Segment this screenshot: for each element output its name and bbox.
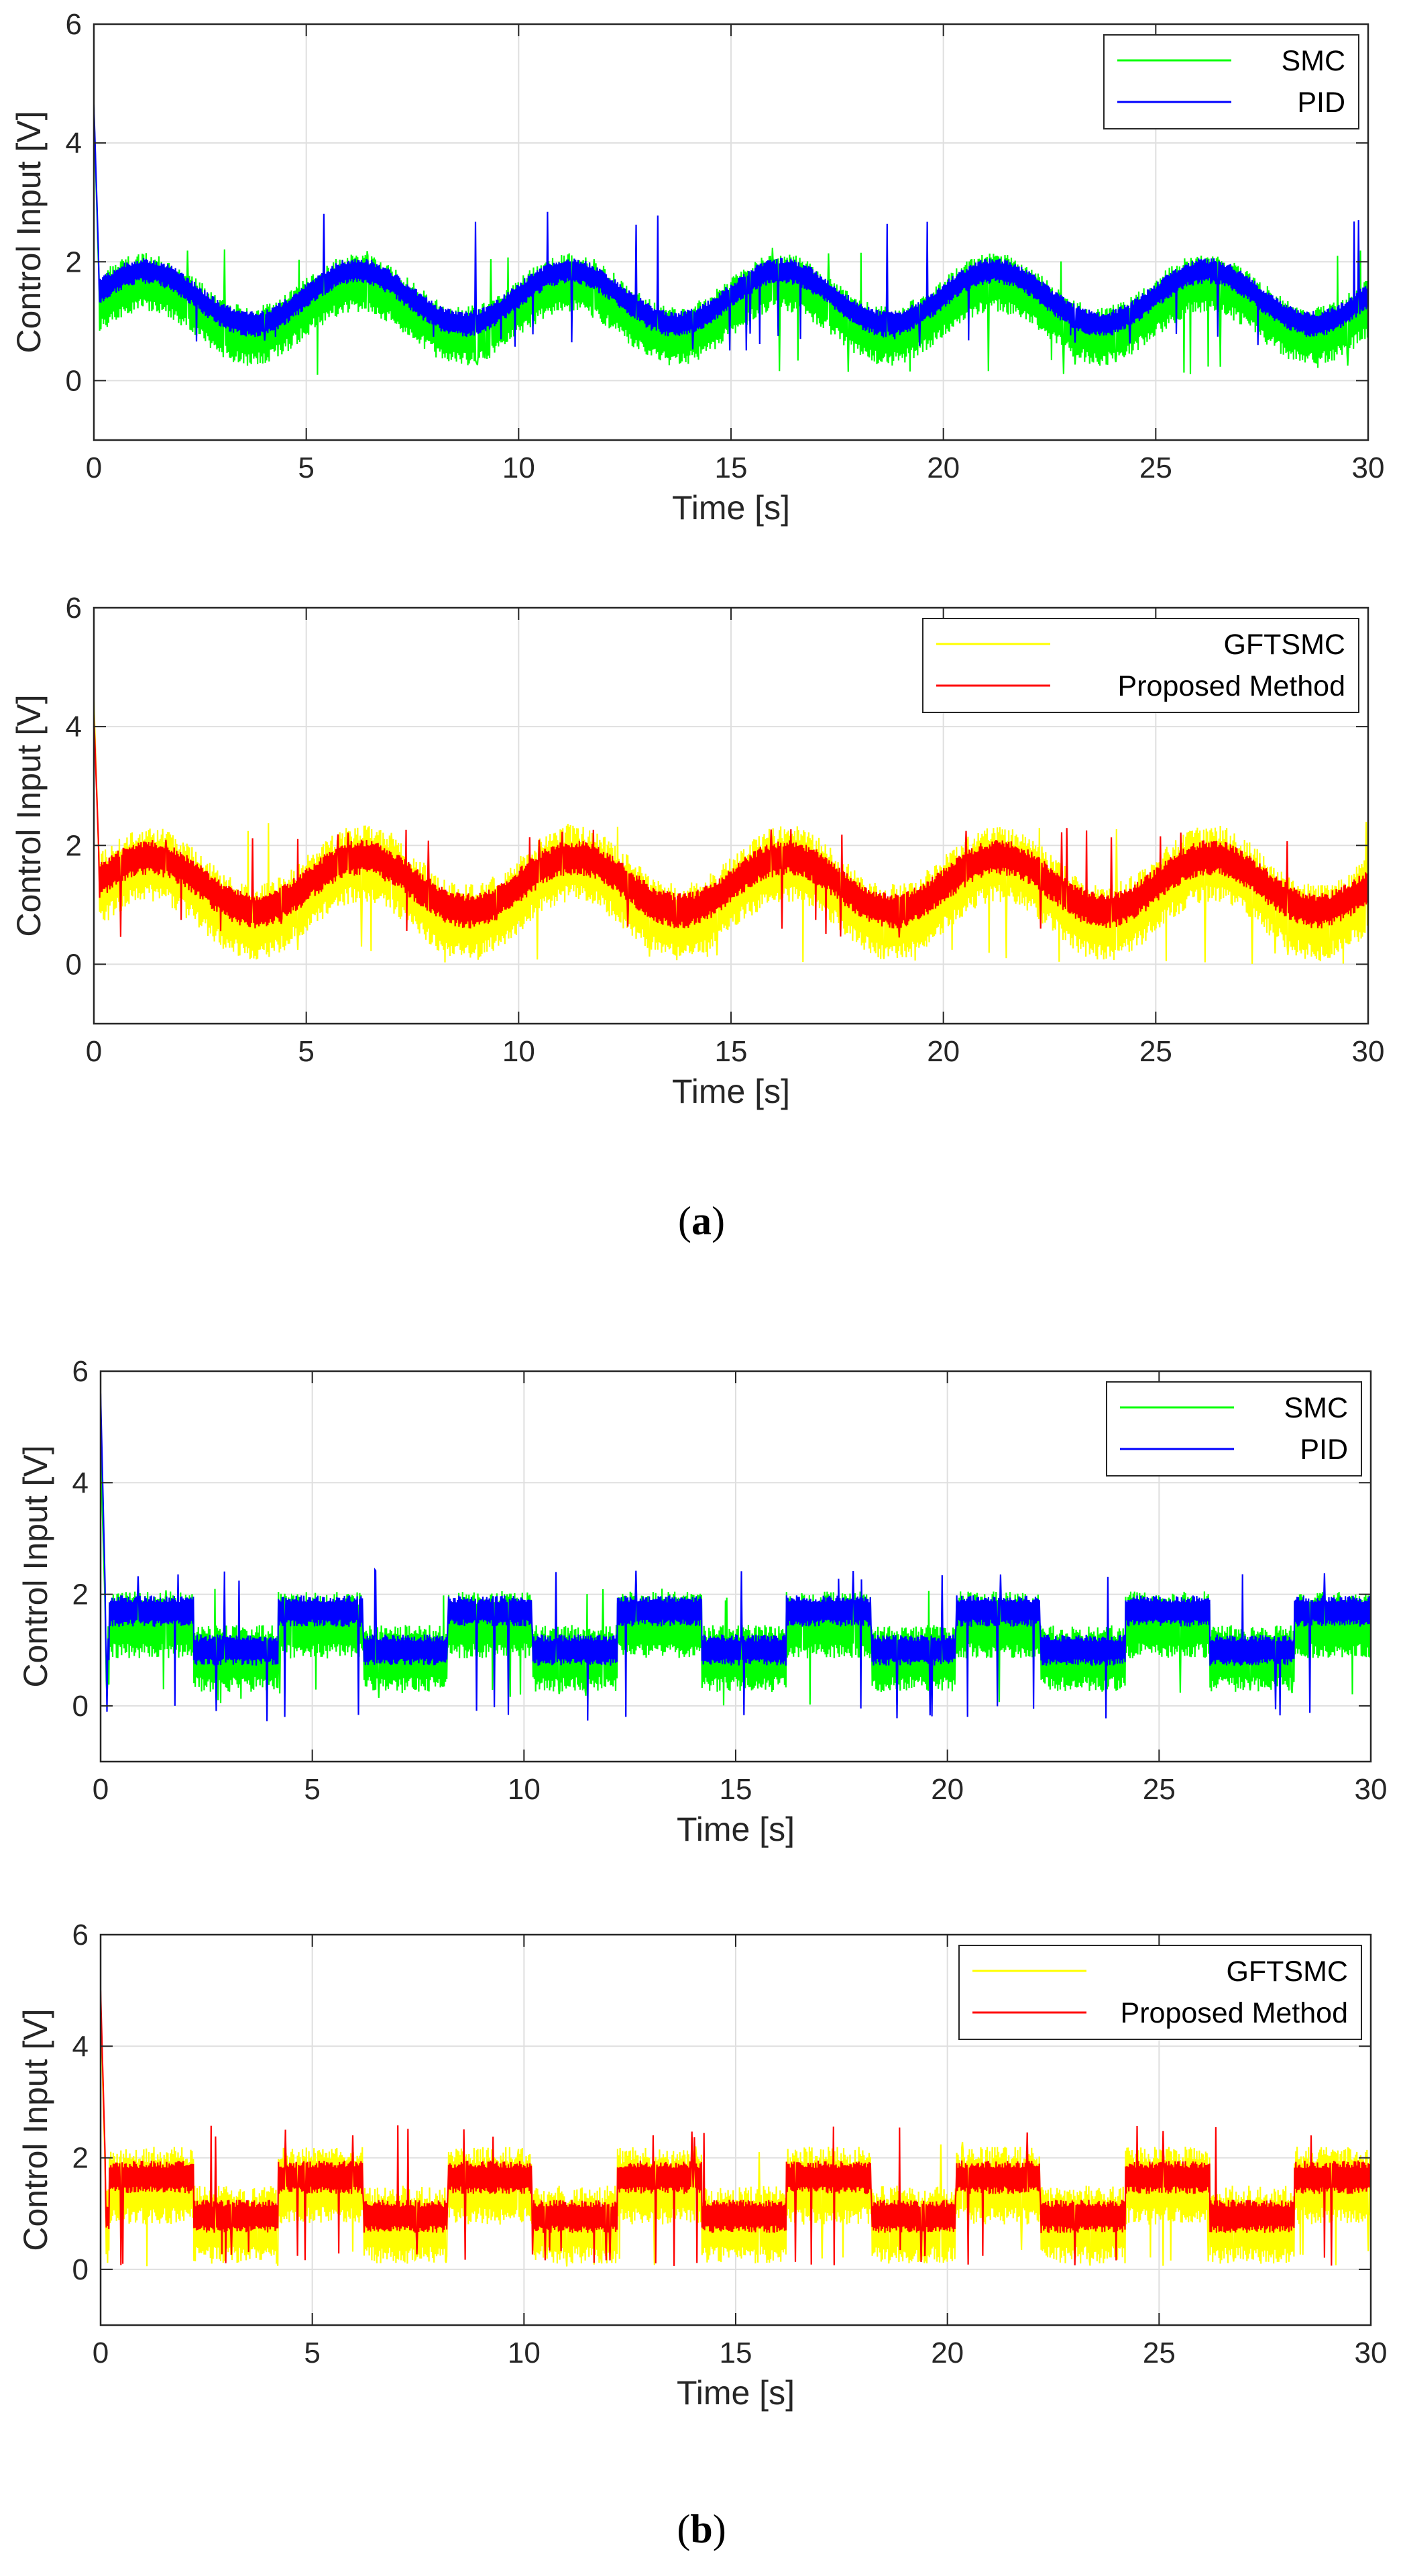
x-tick-label: 5	[304, 2337, 320, 2369]
x-tick-label: 0	[93, 1773, 109, 1806]
x-tick-label: 15	[715, 451, 748, 484]
legend-box	[958, 1945, 1362, 2040]
legend: GFTSMC Proposed Method	[958, 1945, 1362, 2040]
y-tick-label: 0	[66, 948, 82, 981]
legend-box	[922, 618, 1359, 713]
y-tick-label: 6	[72, 1355, 89, 1388]
legend-box	[1103, 34, 1359, 129]
series-line-smc	[94, 107, 1368, 375]
x-tick-label: 25	[1139, 1035, 1172, 1068]
x-axis-label: Time [s]	[677, 1811, 795, 1848]
y-axis-label: Control Input [V]	[10, 694, 48, 936]
y-axis-label: Control Input [V]	[17, 1445, 54, 1687]
chart-panel-a-top: 0 5 10 15 20 25 30 0 2 4 6 Time [s] Control Input [V…	[10, 8, 1384, 527]
y-tick-label: 6	[72, 1919, 89, 1951]
y-tick-label: 2	[72, 1578, 89, 1611]
caption-a: (a)	[678, 1199, 725, 1243]
legend-entry: Proposed Method	[1118, 670, 1345, 702]
chart-panel-b-top: 0 5 10 15 20 25 30 0 2 4 6 Time [s] Control Input [V…	[17, 1355, 1387, 1848]
chart-panel-a-bottom: 0 5 10 15 20 25 30 0 2 4 6 Time [s] Control Input [V…	[10, 592, 1384, 1110]
legend-entry: GFTSMC	[1223, 629, 1345, 661]
y-tick-label: 2	[66, 246, 82, 278]
x-tick-label: 30	[1355, 2337, 1388, 2369]
y-tick-label: 2	[66, 829, 82, 862]
x-axis-label: Time [s]	[672, 489, 790, 527]
x-tick-label: 30	[1352, 1035, 1385, 1068]
y-axis-label: Control Input [V]	[17, 2008, 54, 2251]
series-line-smc	[101, 1449, 1371, 1706]
x-tick-label: 0	[93, 2337, 109, 2369]
legend-entry: PID	[1300, 1434, 1348, 1466]
x-tick-label: 10	[508, 2337, 541, 2369]
x-tick-label: 25	[1143, 1773, 1176, 1806]
series-line-pid	[94, 104, 1368, 351]
x-tick-label: 30	[1355, 1773, 1388, 1806]
caption-b: (b)	[677, 2507, 726, 2551]
y-axis-label: Control Input [V]	[10, 111, 48, 353]
legend-entry: SMC	[1284, 1392, 1348, 1424]
x-tick-label: 5	[298, 1035, 314, 1068]
x-tick-label: 10	[502, 1035, 535, 1068]
x-tick-label: 20	[927, 451, 960, 484]
y-tick-label: 0	[72, 2253, 89, 2286]
x-tick-label: 20	[927, 1035, 960, 1068]
x-tick-label: 5	[298, 451, 314, 484]
y-tick-label: 4	[66, 710, 82, 743]
x-tick-label: 10	[502, 451, 535, 484]
y-tick-label: 0	[72, 1690, 89, 1723]
x-tick-label: 15	[715, 1035, 748, 1068]
legend-entry: Proposed Method	[1121, 1997, 1348, 2029]
y-tick-label: 6	[66, 8, 82, 41]
x-tick-label: 0	[86, 1035, 102, 1068]
x-tick-label: 10	[508, 1773, 541, 1806]
series-line-gftsmc	[101, 2007, 1371, 2267]
x-axis-label: Time [s]	[672, 1073, 790, 1110]
y-tick-label: 4	[66, 127, 82, 160]
x-tick-label: 25	[1139, 451, 1172, 484]
legend: SMC PID	[1106, 1381, 1362, 1477]
x-tick-label: 20	[931, 2337, 964, 2369]
y-tick-label: 0	[66, 364, 82, 397]
legend-entry: SMC	[1281, 45, 1345, 77]
y-tick-label: 2	[72, 2142, 89, 2175]
x-axis-label: Time [s]	[677, 2374, 795, 2412]
x-tick-label: 25	[1143, 2337, 1176, 2369]
legend-entry: GFTSMC	[1226, 1955, 1348, 1988]
series-line-proposed-method	[101, 1990, 1371, 2266]
x-tick-label: 15	[720, 2337, 752, 2369]
legend-box	[1106, 1381, 1362, 1477]
legend-entry: PID	[1297, 87, 1345, 119]
series-line-pid	[101, 1393, 1371, 1721]
x-tick-label: 20	[931, 1773, 964, 1806]
y-tick-label: 4	[72, 1466, 89, 1499]
x-tick-label: 15	[720, 1773, 752, 1806]
x-tick-label: 0	[86, 451, 102, 484]
y-tick-label: 4	[72, 2030, 89, 2063]
legend: SMC PID	[1103, 34, 1359, 129]
y-tick-label: 6	[66, 592, 82, 625]
series-line-proposed-method	[94, 714, 1368, 938]
legend: GFTSMC Proposed Method	[922, 618, 1359, 713]
x-tick-label: 30	[1352, 451, 1385, 484]
chart-panel-b-bottom: 0 5 10 15 20 25 30 0 2 4 6 Time [s] Control Input [V…	[17, 1919, 1387, 2412]
x-tick-label: 5	[304, 1773, 320, 1806]
